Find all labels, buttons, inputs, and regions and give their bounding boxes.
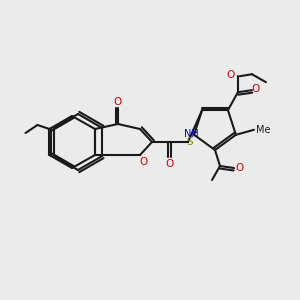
Text: S: S	[187, 137, 194, 147]
Text: O: O	[227, 70, 235, 80]
Text: O: O	[114, 97, 122, 107]
Text: O: O	[140, 157, 148, 167]
Text: O: O	[165, 159, 173, 169]
Text: NH: NH	[184, 129, 198, 139]
Text: O: O	[236, 163, 244, 173]
Text: O: O	[252, 84, 260, 94]
Text: Me: Me	[256, 125, 270, 135]
